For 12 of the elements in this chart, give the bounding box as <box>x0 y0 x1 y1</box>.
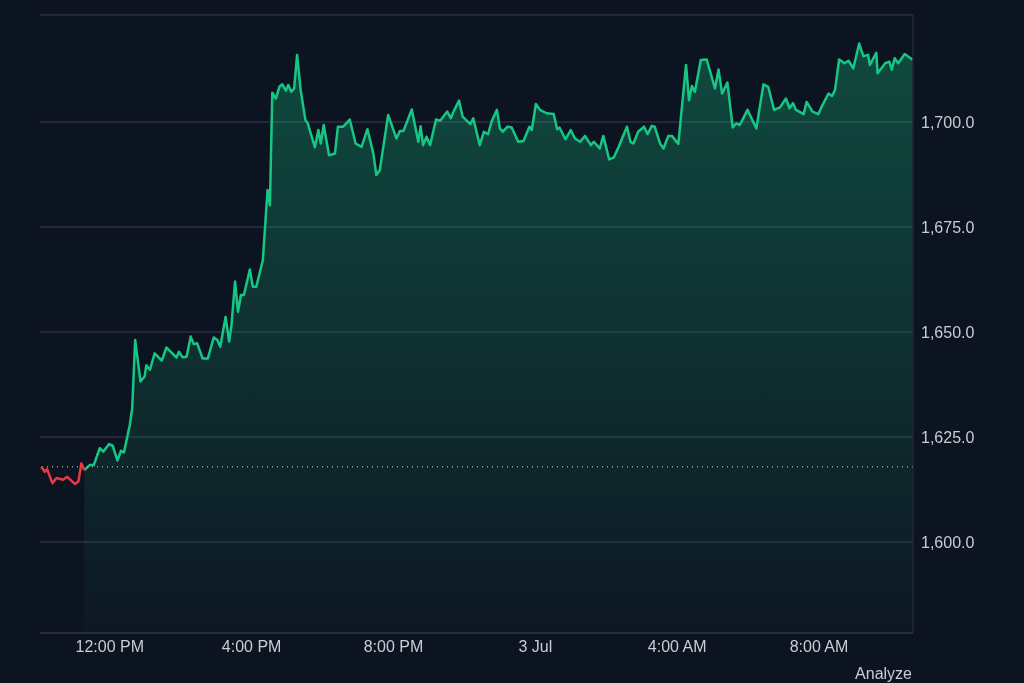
y-tick-label: 1,675.0 <box>921 218 975 236</box>
x-tick-label: 8:00 PM <box>363 638 424 656</box>
x-tick-label: 3 Jul <box>518 638 553 656</box>
y-tick-label: 1,650.0 <box>921 323 975 341</box>
x-tick-label: 8:00 AM <box>789 638 849 656</box>
y-tick-label: 1,700.0 <box>921 113 975 131</box>
x-tick-label: 4:00 AM <box>647 638 707 656</box>
y-tick-label: 1,625.0 <box>921 428 975 446</box>
x-tick-label: 4:00 PM <box>221 638 282 656</box>
y-tick-label: 1,600.0 <box>921 533 975 551</box>
x-tick-label: 12:00 PM <box>75 638 144 656</box>
text: Analyze <box>855 665 912 683</box>
